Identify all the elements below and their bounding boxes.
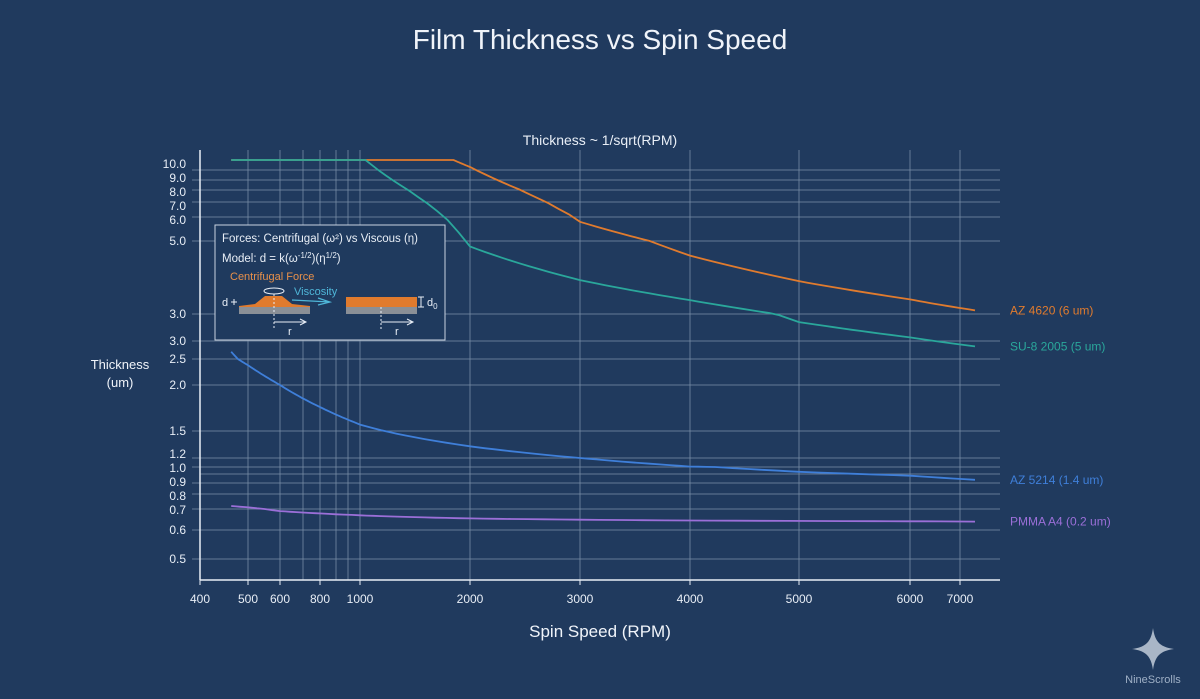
y-tick-label: 0.8: [169, 489, 186, 503]
substrate-right: [346, 307, 417, 314]
series-label: SU-8 2005 (5 um): [1010, 339, 1105, 353]
y-tick-label: 1.0: [169, 461, 186, 475]
y-tick-label: 8.0: [169, 185, 186, 199]
four-point-star-icon: [1132, 628, 1174, 670]
series-label: AZ 4620 (6 um): [1010, 303, 1093, 317]
series-line: [231, 159, 976, 348]
d0-label: d0: [427, 297, 438, 311]
inset-model-text: Model: d = k(ω-1/2)(η1/2): [222, 251, 341, 265]
centrifugal-force-label: Centrifugal Force: [230, 271, 314, 283]
x-tick-label: 500: [238, 592, 258, 606]
y-tick-label: 7.0: [169, 199, 186, 213]
series-label: PMMA A4 (0.2 um): [1010, 515, 1111, 529]
y-tick-label: 3.0: [169, 307, 186, 321]
chart-title: Film Thickness vs Spin Speed: [412, 24, 788, 55]
x-tick-label: 7000: [947, 592, 974, 606]
x-tick-label: 6000: [897, 592, 924, 606]
inset-forces-text: Forces: Centrifugal (ω²) vs Viscous (η): [222, 233, 418, 245]
series-line: [231, 505, 976, 523]
y-tick-label: 0.5: [169, 552, 186, 566]
y-tick-label: 6.0: [169, 213, 186, 227]
y-tick-label: 0.7: [169, 503, 186, 517]
series-label: AZ 5214 (1.4 um): [1010, 473, 1103, 487]
d-thickness-icon: [231, 299, 237, 305]
x-tick-label: 5000: [786, 592, 813, 606]
series-line: [231, 159, 976, 312]
y-tick-label: 1.5: [169, 424, 186, 438]
viscosity-label: Viscosity: [294, 286, 338, 298]
x-axis-label: Spin Speed (RPM): [529, 622, 671, 641]
x-tick-label: 4000: [677, 592, 704, 606]
y-tick-label: 10.0: [163, 157, 187, 171]
x-tick-label: 1000: [347, 592, 374, 606]
film-thinning: [239, 296, 310, 307]
r-label-right: r: [395, 326, 399, 338]
y-axis-label: Thickness (um): [90, 357, 150, 390]
watermark-text: NineScrolls: [1125, 674, 1181, 686]
r-label-left: r: [288, 326, 292, 338]
series-line: [230, 351, 976, 481]
d-label: d: [222, 297, 228, 309]
y-tick-label: 5.0: [169, 234, 186, 248]
x-tick-label: 800: [310, 592, 330, 606]
y-tick-label: 1.2: [169, 447, 186, 461]
x-tick-label: 600: [270, 592, 290, 606]
y-tick-label: 9.0: [169, 171, 186, 185]
watermark: NineScrolls: [1118, 626, 1188, 686]
y-tick-label: 3.0: [169, 334, 186, 348]
chart-subtitle: Thickness ~ 1/sqrt(RPM): [522, 132, 678, 148]
x-tick-label: 2000: [457, 592, 484, 606]
film-uniform: [346, 297, 417, 307]
y-tick-label: 0.6: [169, 523, 186, 537]
d0-thickness-icon: [418, 296, 424, 308]
y-tick-label: 0.9: [169, 475, 186, 489]
y-tick-label: 2.0: [169, 378, 186, 392]
viscosity-arrow-icon: [291, 297, 333, 306]
y-tick-label: 2.5: [169, 352, 186, 366]
x-tick-label: 400: [190, 592, 210, 606]
x-tick-label: 3000: [567, 592, 594, 606]
r-arrow-right: [381, 318, 415, 326]
r-arrow-left: [274, 318, 308, 326]
inset-diagram: Forces: Centrifugal (ω²) vs Viscous (η) …: [214, 224, 446, 341]
